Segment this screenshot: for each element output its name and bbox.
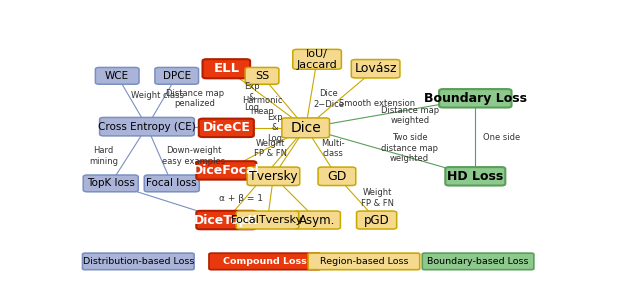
Text: DiceCE: DiceCE	[202, 121, 250, 134]
Text: DPCE: DPCE	[163, 71, 191, 81]
FancyBboxPatch shape	[202, 59, 250, 78]
FancyBboxPatch shape	[100, 118, 195, 136]
FancyBboxPatch shape	[294, 211, 340, 229]
FancyBboxPatch shape	[83, 175, 138, 192]
Text: Down-weight
easy examples: Down-weight easy examples	[163, 146, 225, 166]
Text: WCE: WCE	[105, 71, 129, 81]
Text: Exp
&
Log: Exp & Log	[244, 82, 259, 112]
Text: TopK loss: TopK loss	[87, 178, 134, 188]
Text: FocalTversky: FocalTversky	[232, 215, 303, 225]
FancyBboxPatch shape	[209, 253, 321, 270]
Text: Compound Loss: Compound Loss	[223, 257, 307, 266]
Text: Distance map
weighted: Distance map weighted	[381, 106, 439, 125]
Text: Dice: Dice	[291, 121, 321, 135]
Text: Weight
FP & FN: Weight FP & FN	[361, 188, 394, 208]
FancyBboxPatch shape	[308, 253, 420, 270]
Text: GD: GD	[327, 170, 347, 183]
Text: SS: SS	[255, 71, 269, 81]
FancyBboxPatch shape	[95, 68, 139, 84]
FancyBboxPatch shape	[83, 253, 194, 270]
Text: Harmonic
mean: Harmonic mean	[242, 96, 282, 116]
Text: Distribution-based Loss: Distribution-based Loss	[83, 257, 194, 266]
Text: Asym.: Asym.	[299, 214, 335, 227]
FancyBboxPatch shape	[144, 175, 199, 192]
Text: Smooth extension: Smooth extension	[339, 99, 415, 107]
Text: ELL: ELL	[213, 62, 239, 75]
Text: pGD: pGD	[364, 214, 390, 227]
FancyBboxPatch shape	[236, 211, 299, 229]
FancyBboxPatch shape	[196, 211, 257, 229]
FancyBboxPatch shape	[445, 167, 506, 185]
Text: Tversky: Tversky	[249, 170, 298, 183]
FancyBboxPatch shape	[196, 161, 257, 180]
FancyBboxPatch shape	[439, 89, 511, 107]
FancyBboxPatch shape	[247, 167, 300, 185]
Text: Focal loss: Focal loss	[147, 178, 197, 188]
Text: HD Loss: HD Loss	[447, 170, 504, 183]
Text: Lovász: Lovász	[355, 62, 397, 75]
FancyBboxPatch shape	[282, 118, 330, 138]
Text: Distance map
penalized: Distance map penalized	[166, 89, 224, 108]
FancyBboxPatch shape	[318, 167, 356, 185]
Text: One side: One side	[483, 133, 520, 142]
Text: DiceFocal: DiceFocal	[193, 164, 260, 177]
Text: Two side
distance map
weighted: Two side distance map weighted	[381, 133, 438, 163]
Text: Weight
FP & FN: Weight FP & FN	[254, 138, 287, 158]
FancyBboxPatch shape	[199, 119, 254, 137]
Text: Boundary-based Loss: Boundary-based Loss	[428, 257, 529, 266]
Text: Region-based Loss: Region-based Loss	[320, 257, 408, 266]
FancyBboxPatch shape	[351, 60, 400, 78]
Text: IoU/
Jaccard: IoU/ Jaccard	[297, 49, 337, 70]
Text: DiceTopK: DiceTopK	[194, 214, 259, 227]
Text: α + β = 1: α + β = 1	[219, 194, 263, 203]
FancyBboxPatch shape	[155, 68, 198, 84]
FancyBboxPatch shape	[245, 68, 279, 84]
FancyBboxPatch shape	[356, 211, 397, 229]
Text: Boundary Loss: Boundary Loss	[424, 92, 527, 105]
Text: Multi-
class: Multi- class	[321, 138, 345, 158]
FancyBboxPatch shape	[422, 253, 534, 270]
Text: Exp
&
Log: Exp & Log	[267, 113, 282, 143]
Text: Cross Entropy (CE): Cross Entropy (CE)	[98, 122, 196, 132]
Text: Weight class: Weight class	[131, 91, 184, 100]
Text: Dice
2−Dice: Dice 2−Dice	[313, 89, 344, 109]
Text: Hard
mining: Hard mining	[89, 146, 118, 166]
FancyBboxPatch shape	[292, 49, 341, 69]
